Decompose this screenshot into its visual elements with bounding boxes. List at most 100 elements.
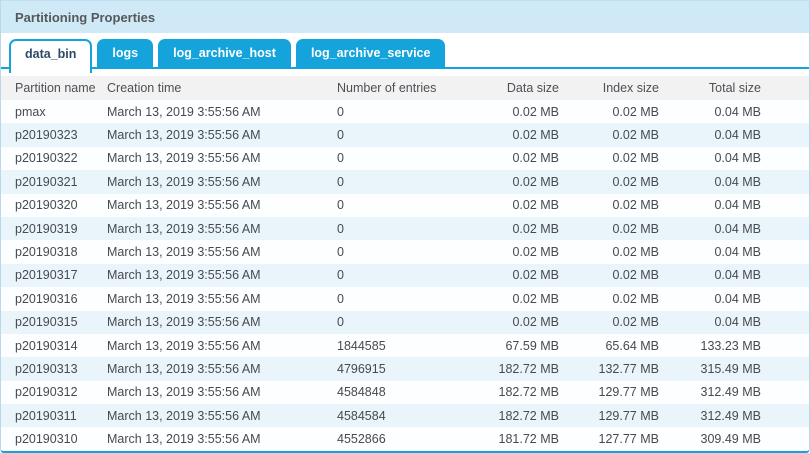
cell-name: p20190316 [15,291,78,306]
cell-creation-time: March 13, 2019 3:55:56 AM [107,104,261,119]
column-header-number-of-entries: Number of entries [337,81,437,95]
cell-spacer [761,404,809,427]
cell-name: pmax [15,104,46,119]
column-header-partition-name: Partition name [15,81,96,95]
cell-creation-time: March 13, 2019 3:55:56 AM [107,408,261,423]
cell-name: p20190311 [15,408,77,423]
table-row: p20190319 March 13, 2019 3:55:56 AM 0 0.02 … [1,216,809,241]
cell-creation-time: March 13, 2019 3:55:56 AM [107,128,261,143]
cell-entries: 4552866 [337,432,386,447]
cell-creation-time: March 13, 2019 3:55:56 AM [107,432,261,447]
cell-total-size: 312.49 MB [700,385,761,400]
cell-data-size: 0.02 MB [512,128,559,143]
column-header-total-size: Total size [708,81,761,95]
cell-spacer [761,240,809,263]
cell-index-size: 0.02 MB [612,174,659,189]
cell-name: p20190317 [15,268,78,283]
cell-creation-time: March 13, 2019 3:55:56 AM [107,268,261,283]
cell-spacer [761,194,809,217]
cell-total-size: 0.04 MB [714,151,761,166]
table-row: p20190314 March 13, 2019 3:55:56 AM 184458… [1,333,809,358]
cell-index-size: 132.77 MB [598,361,659,376]
tab-log_archive_host[interactable]: log_archive_host [158,39,291,67]
panel-title: Partitioning Properties [15,9,156,25]
cell-data-size: 0.02 MB [512,198,559,213]
column-header-data-size: Data size [506,81,559,95]
tab-underline [1,67,809,69]
table-row: p20190315 March 13, 2019 3:55:56 AM 0 0.02 … [1,310,809,334]
table-row: p20190322 March 13, 2019 3:55:56 AM 0 0.02 … [1,146,809,171]
cell-spacer [761,170,809,193]
cell-spacer [761,147,809,170]
cell-creation-time: March 13, 2019 3:55:56 AM [107,385,261,400]
cell-index-size: 65.64 MB [605,338,659,353]
cell-data-size: 182.72 MB [498,408,559,423]
table-row: pmax March 13, 2019 3:55:56 AM 0 0.02 MB 0.0… [1,100,809,124]
cell-data-size: 181.72 MB [498,432,559,447]
tab-data_bin[interactable]: data_bin [9,39,93,73]
cell-name: p20190318 [15,245,78,260]
cell-data-size: 0.02 MB [512,174,559,189]
cell-index-size: 129.77 MB [598,408,659,423]
cell-index-size: 0.02 MB [612,245,659,260]
column-header-spacer [761,76,809,100]
table-row: p20190318 March 13, 2019 3:55:56 AM 0 0.02 … [1,240,809,264]
cell-total-size: 312.49 MB [700,408,761,423]
cell-data-size: 0.02 MB [512,245,559,260]
cell-data-size: 0.02 MB [512,221,559,236]
table-body: pmax March 13, 2019 3:55:56 AM 0 0.02 MB 0.0… [1,100,809,451]
cell-data-size: 0.02 MB [512,291,559,306]
cell-name: p20190323 [15,128,78,143]
panel-titlebar: Partitioning Properties [1,0,809,33]
cell-spacer [761,357,809,380]
cell-data-size: 182.72 MB [498,385,559,400]
cell-entries: 1844585 [337,338,386,353]
cell-name: p20190312 [15,385,78,400]
cell-index-size: 0.02 MB [612,128,659,143]
cell-entries: 0 [337,291,344,306]
cell-creation-time: March 13, 2019 3:55:56 AM [107,245,261,260]
cell-total-size: 0.04 MB [714,198,761,213]
tab-log_archive_service[interactable]: log_archive_service [295,39,446,67]
cell-index-size: 0.02 MB [612,151,659,166]
cell-index-size: 0.02 MB [612,221,659,236]
cell-total-size: 0.04 MB [714,221,761,236]
cell-creation-time: March 13, 2019 3:55:56 AM [107,174,261,189]
cell-name: p20190310 [15,432,78,447]
cell-name: p20190320 [15,198,78,213]
cell-name: p20190315 [15,315,78,330]
cell-entries: 4584848 [337,385,386,400]
tab-bar: data_bin logs log_archive_host log_archive_… [1,39,809,73]
cell-entries: 0 [337,268,344,283]
cell-index-size: 0.02 MB [612,291,659,306]
cell-creation-time: March 13, 2019 3:55:56 AM [107,291,261,306]
cell-creation-time: March 13, 2019 3:55:56 AM [107,315,261,330]
cell-total-size: 315.49 MB [700,361,761,376]
cell-index-size: 127.77 MB [598,432,659,447]
cell-data-size: 67.59 MB [505,338,559,353]
cell-index-size: 129.77 MB [598,385,659,400]
cell-spacer [761,381,809,404]
cell-creation-time: March 13, 2019 3:55:56 AM [107,361,261,376]
table-row: p20190310 March 13, 2019 3:55:56 AM 455286… [1,427,809,451]
cell-index-size: 0.02 MB [612,104,659,119]
cell-data-size: 0.02 MB [512,315,559,330]
cell-spacer [761,264,809,287]
tab-logs[interactable]: logs [97,39,154,67]
cell-name: p20190322 [15,151,78,166]
table-row: p20190317 March 13, 2019 3:55:56 AM 0 0.02 … [1,263,809,288]
cell-entries: 0 [337,198,344,213]
cell-spacer [761,123,809,146]
table-row: p20190311 March 13, 2019 3:55:56 AM 458458… [1,404,809,428]
cell-entries: 0 [337,315,344,330]
cell-total-size: 133.23 MB [700,338,761,353]
column-header-creation-time: Creation time [107,81,182,95]
cell-data-size: 0.02 MB [512,104,559,119]
cell-creation-time: March 13, 2019 3:55:56 AM [107,221,261,236]
cell-entries: 0 [337,104,344,119]
table-row: p20190312 March 13, 2019 3:55:56 AM 458484… [1,380,809,405]
cell-entries: 0 [337,151,344,166]
cell-entries: 0 [337,128,344,143]
cell-spacer [761,217,809,240]
table-header-row: Partition name Creation time Number of ent… [1,76,809,100]
